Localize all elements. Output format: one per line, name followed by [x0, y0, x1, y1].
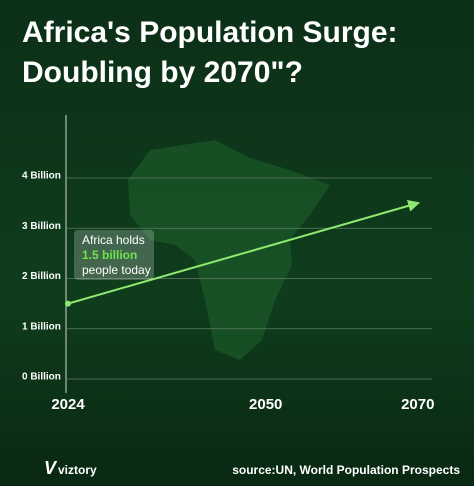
- brand: viztory: [58, 463, 97, 477]
- annotation-text: Africa holds: [82, 233, 145, 247]
- y-tick-label: 3 Billion: [22, 221, 61, 232]
- chart-title: Doubling by 2070"?: [22, 56, 303, 89]
- y-tick-label: 0 Billion: [22, 372, 61, 383]
- annotation: Africa holds 1.5 billion people today: [74, 230, 154, 280]
- annotation-box: [74, 230, 154, 280]
- africa-silhouette: [128, 140, 330, 360]
- annotation-text: people today: [82, 263, 151, 277]
- y-tick-label: 4 Billion: [22, 171, 61, 182]
- start-point: [65, 300, 71, 307]
- y-tick-label: 1 Billion: [22, 321, 61, 332]
- x-tick-label: 2024: [51, 396, 85, 413]
- x-tick-label: 2070: [401, 396, 434, 413]
- y-tick-label: 2 Billion: [22, 271, 61, 282]
- x-tick-label: 2050: [249, 396, 282, 413]
- data-line: [67, 200, 421, 305]
- source: source:UN, World Population Prospects: [232, 463, 460, 477]
- annotation-highlight: 1.5 billion: [82, 248, 137, 262]
- chart-title: Africa's Population Surge:: [22, 16, 398, 49]
- brand-logo: V: [44, 458, 58, 478]
